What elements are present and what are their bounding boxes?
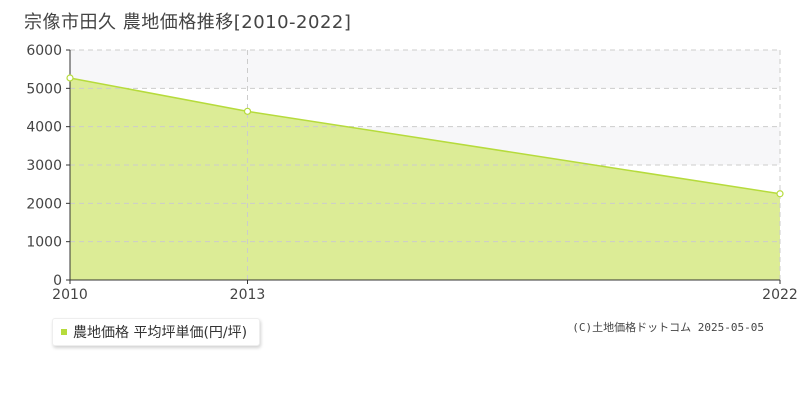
grid-band bbox=[70, 50, 780, 89]
y-tick-label: 0 bbox=[53, 273, 62, 289]
x-tick-label: 2013 bbox=[230, 287, 266, 303]
x-tick-label: 2022 bbox=[762, 287, 798, 303]
chart-title: 宗像市田久 農地価格推移[2010-2022] bbox=[24, 12, 352, 33]
area-fill bbox=[70, 77, 780, 280]
y-tick-label: 3000 bbox=[26, 158, 62, 174]
y-tick-label: 6000 bbox=[26, 43, 62, 59]
legend: 農地価格 平均坪単価(円/坪) bbox=[52, 318, 261, 346]
copyright-text: (C)土地価格ドットコム 2025-05-05 bbox=[572, 321, 764, 334]
data-point bbox=[776, 190, 784, 198]
legend-swatch-icon bbox=[61, 329, 67, 335]
legend-label: 農地価格 平均坪単価(円/坪) bbox=[73, 325, 248, 341]
data-point bbox=[66, 74, 74, 82]
y-tick-label: 4000 bbox=[26, 120, 62, 136]
y-tick-label: 2000 bbox=[26, 196, 62, 212]
data-point bbox=[243, 107, 252, 115]
x-tick-label: 2010 bbox=[52, 287, 88, 303]
y-tick-label: 1000 bbox=[26, 235, 62, 251]
y-tick-label: 5000 bbox=[26, 81, 62, 97]
